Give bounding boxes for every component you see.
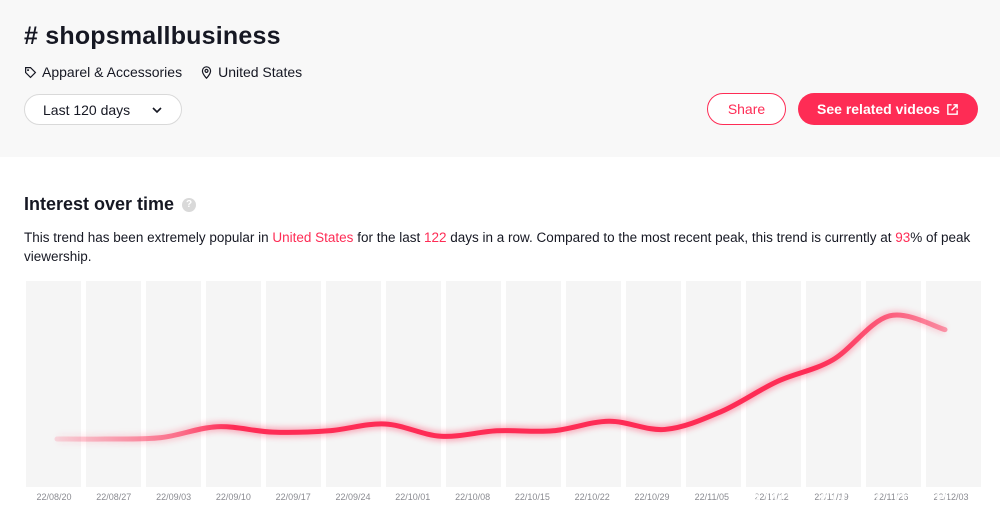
chart-column bbox=[446, 281, 501, 487]
x-tick-label: 22/11/12 bbox=[754, 492, 788, 502]
x-tick-label: 22/12/03 bbox=[933, 492, 968, 502]
location-label: United States bbox=[218, 64, 303, 80]
desc-country: United States bbox=[272, 230, 354, 245]
section-title-text: Interest over time bbox=[24, 194, 175, 214]
chevron-down-icon bbox=[152, 106, 162, 113]
period-label: Last 120 days bbox=[43, 101, 131, 118]
chart-column bbox=[146, 281, 201, 487]
x-tick-label: 22/09/03 bbox=[156, 492, 191, 502]
chart-column bbox=[266, 281, 321, 487]
x-tick-label: 22/10/01 bbox=[395, 492, 430, 502]
x-tick-label: 22/11/19 bbox=[814, 492, 848, 502]
chart-column bbox=[806, 281, 861, 487]
chart-column bbox=[326, 281, 381, 487]
desc-part-1: This trend has been extremely popular in bbox=[24, 230, 273, 245]
chart-column bbox=[506, 281, 561, 487]
chart-column bbox=[206, 281, 261, 487]
x-tick-label: 22/09/24 bbox=[335, 492, 370, 502]
chart-column bbox=[926, 281, 981, 487]
x-tick-label: 22/10/22 bbox=[575, 492, 610, 502]
chart-column bbox=[26, 281, 81, 487]
tag-icon bbox=[25, 66, 37, 78]
location-tag: United States bbox=[200, 64, 302, 80]
x-tick-label: 22/08/27 bbox=[96, 492, 131, 502]
x-tick-label: 22/08/20 bbox=[36, 492, 71, 502]
interest-chart: 22/08/20 22/08/27 22/09/03 22/09/10 22/09/17… bbox=[26, 281, 981, 502]
desc-part-4: % of peak viewership. bbox=[24, 230, 971, 264]
share-button[interactable]: Share bbox=[707, 93, 786, 125]
series-line bbox=[54, 312, 948, 442]
header: # shopsmallbusiness Apparel & Accessorie… bbox=[0, 0, 1000, 157]
x-tick-label: 22/10/29 bbox=[634, 492, 669, 502]
x-tick-label: 22/09/17 bbox=[276, 492, 311, 502]
category-label: Apparel & Accessories bbox=[42, 64, 183, 80]
desc-part-3: days in a row. Compared to the most rece… bbox=[446, 230, 896, 245]
chart-column bbox=[86, 281, 141, 487]
see-related-videos-button[interactable]: See related videos bbox=[798, 93, 978, 125]
x-tick-label: 22/11/26 bbox=[874, 492, 908, 502]
watermark: awyeruuu.com bbox=[748, 486, 953, 513]
desc-part-2: for the last bbox=[353, 230, 424, 245]
trend-description: This trend has been extremely popular in… bbox=[24, 228, 974, 266]
interest-over-time-heading: Interest over time ? bbox=[24, 194, 197, 215]
hashtag-title: # shopsmallbusiness bbox=[24, 22, 281, 50]
chart-column bbox=[386, 281, 441, 487]
chart-column bbox=[566, 281, 621, 487]
info-icon[interactable]: ? bbox=[182, 197, 197, 212]
external-link-icon bbox=[947, 103, 958, 115]
desc-days: 122 bbox=[423, 230, 447, 245]
x-tick-label: 22/09/10 bbox=[216, 492, 251, 502]
category-tag: Apparel & Accessories bbox=[24, 64, 182, 80]
related-label: See related videos bbox=[817, 101, 940, 117]
share-label: Share bbox=[727, 101, 766, 117]
desc-percent: 93 bbox=[895, 230, 911, 245]
x-tick-label: 22/10/08 bbox=[455, 492, 490, 502]
chart-column bbox=[626, 281, 681, 487]
period-select[interactable]: Last 120 days bbox=[24, 94, 182, 125]
chart-column bbox=[686, 281, 741, 487]
hashtag-meta: Apparel & Accessories United States bbox=[24, 64, 302, 80]
x-tick-label: 22/10/15 bbox=[515, 492, 550, 502]
location-pin-icon bbox=[201, 65, 212, 79]
x-tick-label: 22/11/05 bbox=[695, 492, 729, 502]
